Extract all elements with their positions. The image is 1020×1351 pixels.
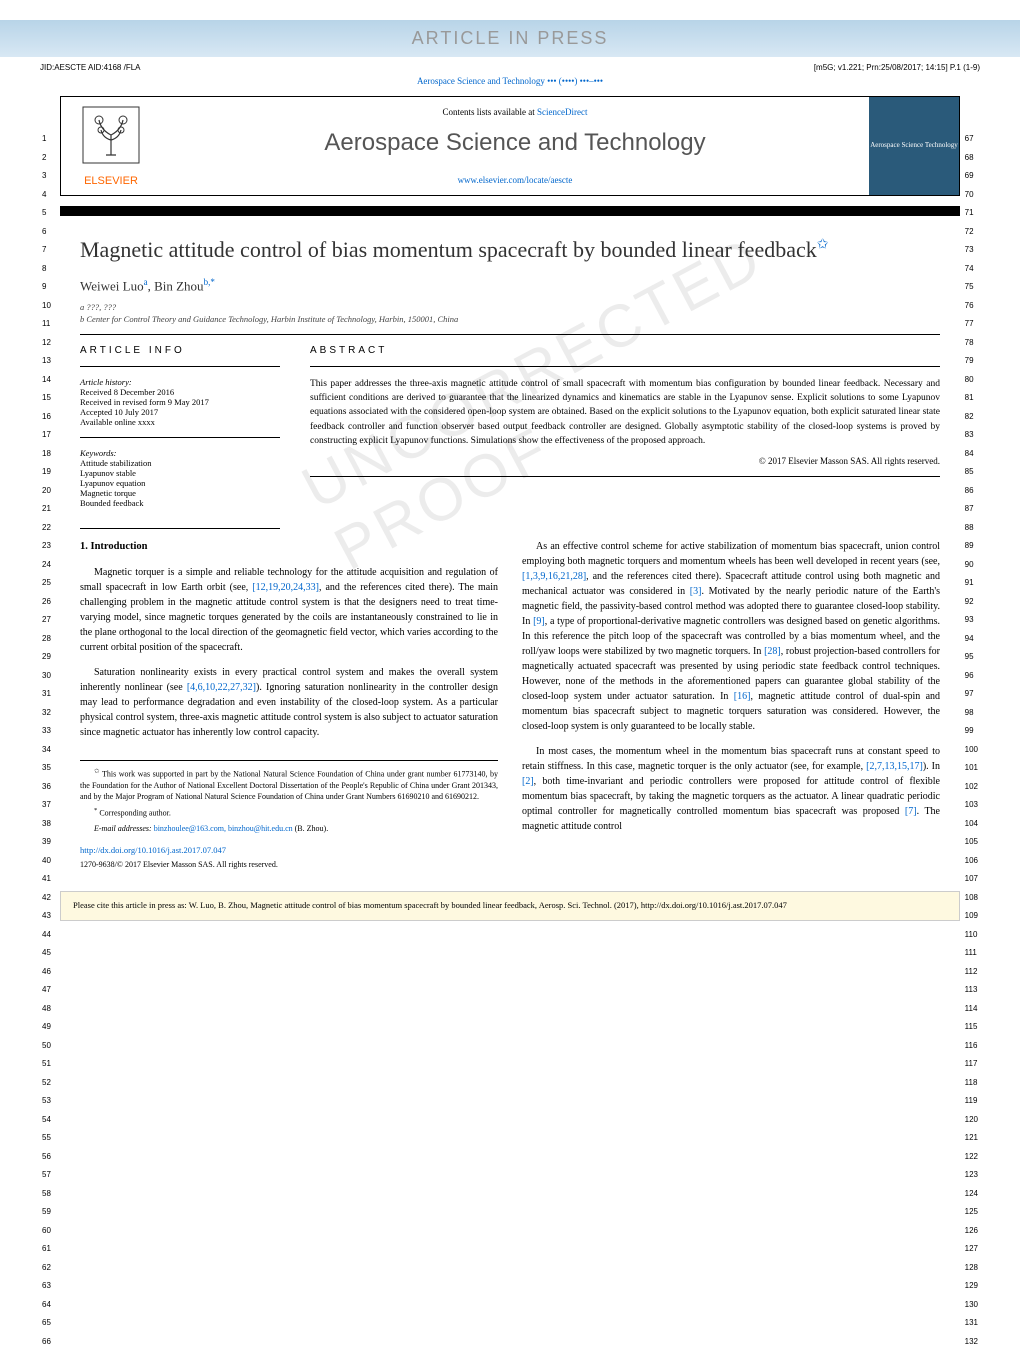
keyword: Lyapunov stable [80,468,280,478]
masthead-center: Contents lists available at ScienceDirec… [161,97,869,195]
line-numbers-right: 6768697071727374757677787980818283848586… [965,130,978,1351]
print-meta: [m5G; v1.221; Prn:25/08/2017; 14:15] P.1… [814,63,980,72]
funding-star-icon: ✩ [817,238,829,253]
footnote-corresponding: * Corresponding author. [80,806,498,819]
keyword: Lyapunov equation [80,478,280,488]
keyword: Bounded feedback [80,498,280,508]
body-paragraph: Magnetic torquer is a simple and reliabl… [80,565,498,655]
publisher-logo-block: ELSEVIER [61,97,161,195]
body-paragraph: In most cases, the momentum wheel in the… [522,744,940,834]
sciencedirect-link[interactable]: ScienceDirect [537,107,587,117]
elsevier-label: ELSEVIER [84,175,138,187]
article-in-press-banner: ARTICLE IN PRESS [0,20,1020,57]
keywords-label: Keywords: [80,448,280,458]
abstract-text: This paper addresses the three-axis magn… [310,377,940,448]
journal-name: Aerospace Science and Technology [181,129,849,157]
article-title: Magnetic attitude control of bias moment… [80,236,940,265]
history-item: Received 8 December 2016 [80,387,280,397]
abstract-header: ABSTRACT [310,345,940,356]
keyword: Magnetic torque [80,488,280,498]
issn-copyright: 1270-9638/© 2017 Elsevier Masson SAS. Al… [80,859,498,871]
journal-cover-thumb: Aerospace Science Technology [869,97,959,195]
article-info-column: ARTICLE INFO Article history: Received 8… [80,345,280,508]
body-paragraph: As an effective control scheme for activ… [522,539,940,734]
abstract-copyright: © 2017 Elsevier Masson SAS. All rights r… [310,456,940,466]
jid-aid: JID:AESCTE AID:4168 /FLA [40,63,140,72]
line-numbers-left: 1234567891011121314151617181920212223242… [42,130,51,1351]
divider [80,334,940,335]
masthead-divider [60,206,960,216]
article-info-header: ARTICLE INFO [80,345,280,356]
citation-box: Please cite this article in press as: W.… [60,891,960,921]
affiliation-b: b Center for Control Theory and Guidance… [80,314,940,324]
keyword: Attitude stabilization [80,458,280,468]
header-metadata: JID:AESCTE AID:4168 /FLA [m5G; v1.221; P… [40,63,980,72]
footnote-email: E-mail addresses: binzhoulee@163.com, bi… [80,823,498,834]
journal-reference: Aerospace Science and Technology ••• (••… [40,76,980,86]
history-item: Accepted 10 July 2017 [80,407,280,417]
body-paragraph: Saturation nonlinearity exists in every … [80,665,498,740]
journal-url[interactable]: www.elsevier.com/locate/aescte [181,175,849,185]
author-affil-sup: b,* [204,277,215,287]
elsevier-tree-icon [81,105,141,165]
abstract-column: ABSTRACT This paper addresses the three-… [310,345,940,508]
right-column: As an effective control scheme for activ… [522,539,940,871]
doi-link[interactable]: http://dx.doi.org/10.1016/j.ast.2017.07.… [80,844,498,857]
journal-masthead: ELSEVIER Contents lists available at Sci… [60,96,960,196]
body-two-column: 1. Introduction Magnetic torquer is a si… [80,539,940,871]
footnotes-block: ✩ This work was supported in part by the… [80,760,498,834]
footnote-funding: ✩ This work was supported in part by the… [80,767,498,802]
author-list: Weiwei Luoa, Bin Zhoub,* [80,277,940,294]
sciencedirect-line: Contents lists available at ScienceDirec… [181,107,849,117]
affiliation-a: a ???, ??? [80,302,940,312]
history-item: Available online xxxx [80,417,280,427]
history-label: Article history: [80,377,280,387]
section-header: 1. Introduction [80,539,498,555]
history-item: Received in revised form 9 May 2017 [80,397,280,407]
left-column: 1. Introduction Magnetic torquer is a si… [80,539,498,871]
